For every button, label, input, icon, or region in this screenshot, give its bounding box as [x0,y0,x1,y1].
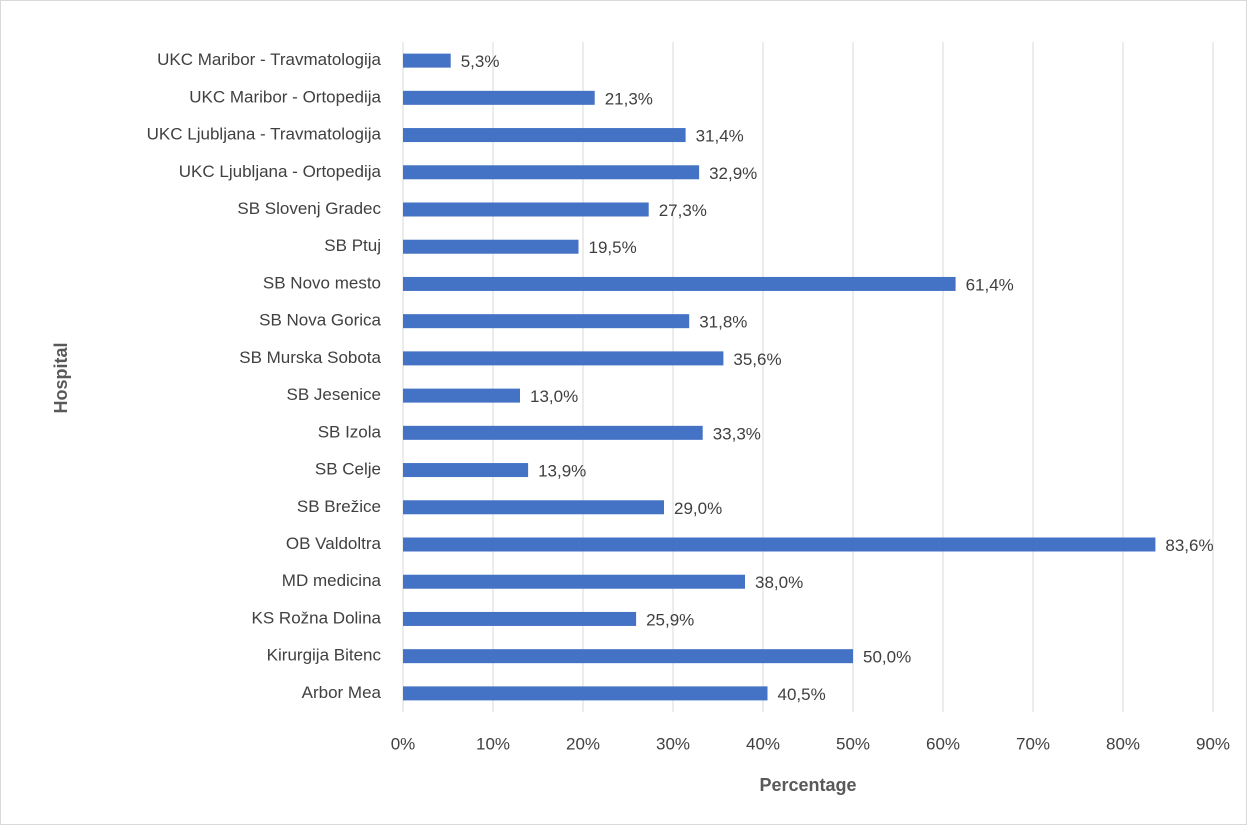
bar [403,574,745,589]
y-tick-label: SB Brežice [297,497,381,516]
data-label: 29,0% [674,499,722,518]
data-label: 35,6% [733,350,781,369]
y-tick-label: SB Ptuj [324,236,381,255]
data-label: 19,5% [589,238,637,257]
data-label: 25,9% [646,610,694,629]
bar [403,314,690,329]
data-label: 27,3% [659,201,707,220]
data-label: 40,5% [778,685,826,704]
y-tick-label: SB Izola [318,422,382,441]
y-tick-label: SB Jesenice [287,385,382,404]
y-tick-label: SB Nova Gorica [259,311,381,330]
bar [403,239,579,254]
bar [403,276,956,291]
y-tick-label: Arbor Mea [302,683,382,702]
y-tick-label: SB Murska Sobota [239,348,381,367]
y-axis-title: Hospital [51,342,71,413]
bar [403,165,700,180]
y-tick-label: SB Novo mesto [263,273,381,292]
x-tick-label: 60% [926,734,960,753]
x-tick-label: 30% [656,734,690,753]
data-label: 33,3% [713,424,761,443]
y-tick-label: MD medicina [282,571,382,590]
bar [403,537,1156,552]
bar [403,90,595,105]
bar [403,388,520,403]
data-label: 32,9% [709,164,757,183]
y-tick-label: SB Celje [315,460,381,479]
bar [403,128,686,143]
data-label: 38,0% [755,573,803,592]
data-label: 31,4% [696,127,744,146]
bar [403,611,637,626]
bar [403,649,853,664]
bar [403,53,451,68]
y-tick-label: UKC Maribor - Ortopedija [189,87,381,106]
x-tick-label: 70% [1016,734,1050,753]
y-tick-label: Kirurgija Bitenc [267,646,382,665]
bar [403,463,529,478]
data-label: 5,3% [461,52,500,71]
x-tick-label: 10% [476,734,510,753]
y-tick-label: UKC Ljubljana - Ortopedija [179,162,382,181]
x-tick-label: 20% [566,734,600,753]
data-label: 61,4% [966,275,1014,294]
y-tick-label: KS Rožna Dolina [252,608,382,627]
data-label: 83,6% [1165,536,1213,555]
data-label: 31,8% [699,313,747,332]
x-tick-label: 0% [391,734,416,753]
data-label: 50,0% [863,648,911,667]
y-tick-label: OB Valdoltra [286,534,382,553]
y-tick-label: SB Slovenj Gradec [237,199,381,218]
x-tick-label: 90% [1196,734,1230,753]
bar [403,686,768,701]
data-label: 21,3% [605,89,653,108]
data-label: 13,0% [530,387,578,406]
x-tick-label: 40% [746,734,780,753]
x-axis-title: Percentage [759,775,856,795]
bar [403,425,703,440]
data-label: 13,9% [538,462,586,481]
x-tick-label: 80% [1106,734,1140,753]
bar [403,202,649,217]
bar [403,351,724,366]
x-tick-label: 50% [836,734,870,753]
y-tick-label: UKC Ljubljana - Travmatologija [147,125,382,144]
y-tick-label: UKC Maribor - Travmatologija [157,50,381,69]
bar [403,500,664,515]
